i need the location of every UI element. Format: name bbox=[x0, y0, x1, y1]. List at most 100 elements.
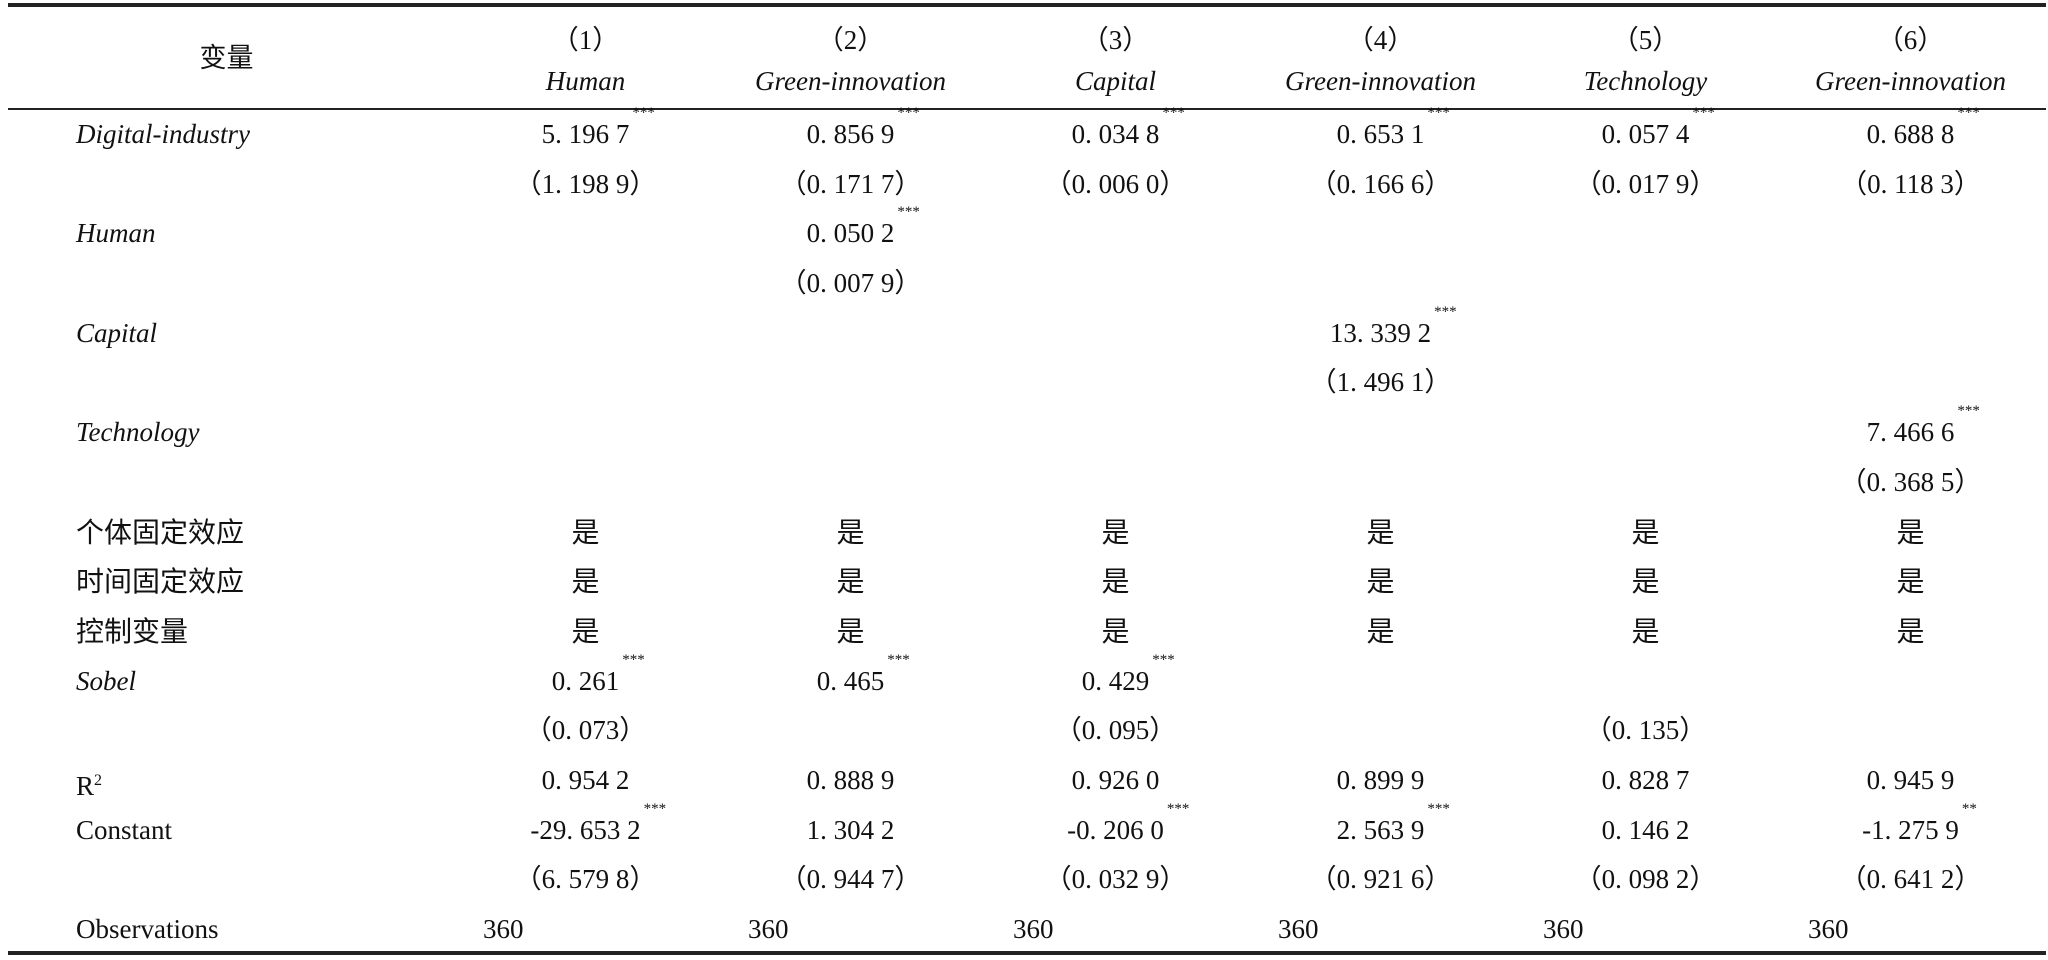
row-label-text: 时间固定效应 bbox=[76, 565, 245, 599]
table-cell: 0. 856 9 *** bbox=[718, 105, 983, 160]
row-label-text: Digital-industry bbox=[76, 119, 250, 149]
table-row: Constant -29. 653 2 *** 1. 304 2 -0. 206 0 **… bbox=[0, 801, 2048, 856]
cell-value: 是 bbox=[1366, 508, 1394, 558]
cell-value: 是 bbox=[1631, 557, 1659, 607]
cell-value: 0. 429 *** bbox=[1082, 652, 1175, 707]
cell-value: 1. 304 2 bbox=[807, 806, 895, 856]
significance-stars: *** bbox=[632, 105, 655, 121]
cell-value: -1. 275 9 ** bbox=[1862, 801, 1977, 856]
cell-value: 360 bbox=[483, 905, 524, 955]
table-cell bbox=[1248, 458, 1513, 508]
cell-value-text: 是 bbox=[1366, 515, 1395, 549]
cell-value: 是 bbox=[1366, 607, 1394, 657]
cell-value-text: -29. 653 2 bbox=[530, 814, 641, 845]
cell-value: 是 bbox=[1101, 557, 1129, 607]
row-label: Observations bbox=[76, 905, 218, 955]
table-cell: 是 bbox=[1778, 557, 2043, 607]
table-cell bbox=[718, 408, 983, 458]
cell-value: （0. 098 2） bbox=[1575, 855, 1717, 905]
table-cell: （0. 944 7） bbox=[718, 855, 983, 905]
header-rule bbox=[8, 108, 2046, 110]
row-label: Digital-industry bbox=[76, 110, 250, 160]
significance-stars: *** bbox=[1162, 105, 1185, 121]
cell-value: 0. 945 9 bbox=[1867, 756, 1955, 806]
table-cell bbox=[1778, 657, 2043, 707]
significance-stars: *** bbox=[1434, 303, 1457, 320]
cell-value: 是 bbox=[1896, 508, 1924, 558]
significance-stars: ** bbox=[1961, 800, 1977, 817]
table-row: （1. 496 1） bbox=[0, 358, 2048, 408]
cell-value-text: （0. 095） bbox=[1054, 715, 1177, 746]
column-number: （4） bbox=[1346, 25, 1415, 55]
column-dependent-variable: Technology bbox=[1583, 66, 1708, 96]
cell-value: 是 bbox=[1896, 607, 1924, 657]
cell-value: （0. 118 3） bbox=[1840, 160, 1981, 210]
cell-value: 7. 466 6 *** bbox=[1866, 403, 1980, 458]
superscript: 2 bbox=[94, 771, 103, 789]
significance-stars: *** bbox=[897, 105, 920, 121]
table-cell: 360 bbox=[1013, 905, 1278, 955]
table-cell: 13. 339 2 *** bbox=[1248, 304, 1513, 359]
table-cell: 0. 034 8 *** bbox=[983, 105, 1248, 160]
table-cell: （0. 095） bbox=[983, 706, 1248, 756]
cell-value-text: 0. 945 9 bbox=[1866, 764, 1955, 795]
cell-value-text: 7. 466 6 bbox=[1866, 417, 1955, 448]
table-cell bbox=[453, 259, 718, 309]
cell-value-text: -1. 275 9 bbox=[1862, 814, 1959, 845]
table-cell: 是 bbox=[1513, 508, 1778, 558]
significance-stars: *** bbox=[643, 800, 667, 817]
cell-value: -29. 653 2 *** bbox=[530, 801, 666, 856]
table-row: （0. 007 9） bbox=[0, 259, 2048, 309]
cell-value: 360 bbox=[1808, 905, 1849, 955]
table-cell: 是 bbox=[983, 607, 1248, 657]
cell-value-text: 360 bbox=[1543, 914, 1584, 944]
table-cell: 0. 945 9 bbox=[1778, 756, 2043, 806]
table-cell: 是 bbox=[453, 508, 718, 558]
column-number: （1） bbox=[551, 25, 620, 55]
table-cell bbox=[983, 309, 1248, 359]
cell-value: 0. 926 0 bbox=[1072, 756, 1160, 806]
column-number: （6） bbox=[1876, 25, 1945, 55]
cell-value: 0. 954 2 bbox=[542, 756, 630, 806]
cell-value: 0. 146 2 bbox=[1602, 806, 1690, 856]
cell-value-text: 是 bbox=[1896, 515, 1925, 549]
table-cell: 0. 688 8 *** bbox=[1778, 105, 2043, 160]
column-dependent-variable: Human bbox=[545, 66, 626, 96]
cell-value: 0. 034 8 *** bbox=[1072, 105, 1185, 160]
table-row: （1. 198 9） （0. 171 7） （0. 006 0） （0. 166 6）… bbox=[0, 160, 2048, 210]
row-label: Sobel bbox=[76, 657, 136, 707]
table-cell: （0. 368 5） bbox=[1778, 458, 2043, 508]
table-row: （0. 368 5） bbox=[0, 458, 2048, 508]
cell-value: 是 bbox=[1896, 557, 1924, 607]
table-cell bbox=[718, 706, 983, 756]
table-cell: （0. 171 7） bbox=[718, 160, 983, 210]
table-cell bbox=[1513, 309, 1778, 359]
table-cell: 是 bbox=[1248, 607, 1513, 657]
cell-value: 是 bbox=[1101, 508, 1129, 558]
table-cell: 0. 926 0 bbox=[983, 756, 1248, 806]
table-cell: 0. 653 1 *** bbox=[1248, 105, 1513, 160]
cell-value: （0. 017 9） bbox=[1575, 160, 1717, 210]
table-cell bbox=[1513, 259, 1778, 309]
table-cell bbox=[1778, 706, 2043, 756]
cell-value: 是 bbox=[571, 508, 599, 558]
table-cell bbox=[453, 358, 718, 408]
cell-value-text: 0. 057 4 bbox=[1601, 119, 1690, 149]
row-label-text: R bbox=[76, 770, 95, 801]
cell-value-text: 5. 196 7 bbox=[541, 119, 630, 149]
cell-value-text: 360 bbox=[1013, 914, 1054, 944]
table-cell bbox=[718, 458, 983, 508]
cell-value-text: 0. 688 8 bbox=[1866, 119, 1955, 149]
table-cell: （0. 073） bbox=[453, 706, 718, 756]
cell-value-text: （0. 944 7） bbox=[779, 864, 922, 895]
table-cell bbox=[1513, 458, 1778, 508]
cell-value: 0. 888 9 bbox=[807, 756, 895, 806]
table-cell: 0. 465 *** bbox=[718, 652, 983, 707]
cell-value: 0. 057 4 *** bbox=[1601, 105, 1715, 160]
cell-value-text: 是 bbox=[1896, 614, 1925, 648]
table-row: R2 0. 954 2 0. 888 9 0. 926 0 0. 899 9 0. 828… bbox=[0, 756, 2048, 806]
cell-value-text: （1. 496 1） bbox=[1309, 367, 1452, 398]
cell-value-text: （0. 098 2） bbox=[1574, 864, 1717, 895]
cell-value: （0. 073） bbox=[525, 706, 647, 756]
cell-value-text: 0. 050 2 bbox=[806, 218, 895, 249]
